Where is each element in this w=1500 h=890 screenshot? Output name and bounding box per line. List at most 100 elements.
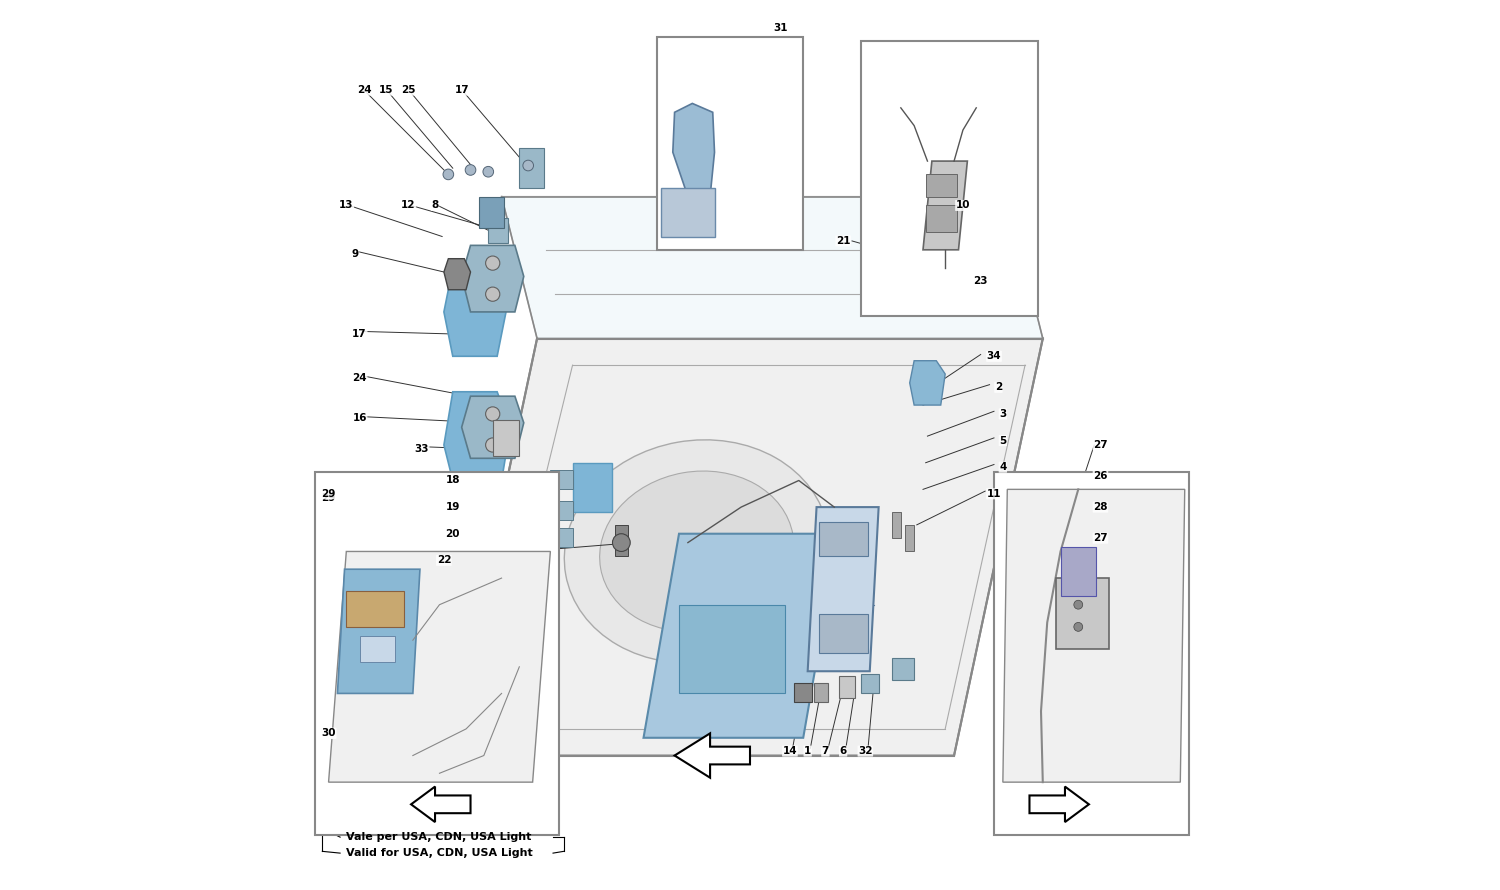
Bar <box>861 41 1038 316</box>
Text: 24: 24 <box>352 374 368 384</box>
Text: 3: 3 <box>999 409 1006 419</box>
Bar <box>1056 578 1110 649</box>
Bar <box>573 463 612 512</box>
Bar <box>926 174 957 197</box>
Polygon shape <box>909 360 945 405</box>
Text: 14: 14 <box>783 746 796 756</box>
Bar <box>489 218 508 243</box>
Text: 22: 22 <box>436 555 451 565</box>
Text: 33: 33 <box>414 444 429 455</box>
Polygon shape <box>1029 787 1089 822</box>
Text: 2: 2 <box>994 383 1002 392</box>
Bar <box>657 36 802 250</box>
Polygon shape <box>444 268 506 356</box>
Circle shape <box>486 438 500 452</box>
Text: 7: 7 <box>822 746 830 756</box>
Circle shape <box>465 165 476 175</box>
Text: 20: 20 <box>446 529 460 538</box>
Text: Vale per USA, CDN, USA Light: Vale per USA, CDN, USA Light <box>346 832 531 842</box>
Bar <box>892 512 902 538</box>
Bar <box>680 604 786 693</box>
Bar <box>615 525 627 556</box>
Circle shape <box>442 169 453 180</box>
Text: 29: 29 <box>321 493 336 503</box>
Text: 17: 17 <box>454 85 470 95</box>
Text: 5: 5 <box>999 435 1006 446</box>
Text: 19: 19 <box>446 502 460 512</box>
Bar <box>994 472 1190 836</box>
Text: 31: 31 <box>774 23 789 33</box>
Bar <box>819 522 868 556</box>
Bar <box>550 470 573 490</box>
Text: 26: 26 <box>1094 471 1107 481</box>
Bar <box>360 635 394 662</box>
Bar <box>1060 547 1096 595</box>
Text: 28: 28 <box>1094 502 1107 512</box>
Text: 1: 1 <box>804 746 812 756</box>
Text: 25: 25 <box>400 85 416 95</box>
Circle shape <box>483 166 494 177</box>
Circle shape <box>1074 622 1083 631</box>
Text: 4: 4 <box>999 462 1006 473</box>
Text: 9: 9 <box>351 249 358 259</box>
Text: 17: 17 <box>352 329 368 339</box>
Bar <box>839 676 855 698</box>
Text: 15: 15 <box>380 85 393 95</box>
Text: 21: 21 <box>836 236 850 246</box>
Bar <box>492 420 519 456</box>
Text: 10: 10 <box>956 200 970 210</box>
Polygon shape <box>674 103 714 197</box>
Bar <box>346 591 404 627</box>
Bar <box>662 188 714 237</box>
Circle shape <box>612 534 630 552</box>
Ellipse shape <box>600 471 794 632</box>
Polygon shape <box>922 161 968 250</box>
Bar <box>519 148 544 188</box>
Polygon shape <box>1004 490 1185 782</box>
Text: 16: 16 <box>352 413 368 424</box>
Text: Valid for USA, CDN, USA Light: Valid for USA, CDN, USA Light <box>346 848 532 858</box>
Text: 30: 30 <box>321 728 336 739</box>
Polygon shape <box>675 733 750 778</box>
Polygon shape <box>338 570 420 693</box>
Bar <box>861 674 879 693</box>
Bar <box>795 683 812 702</box>
Text: 11: 11 <box>987 489 1000 498</box>
Polygon shape <box>501 197 1042 338</box>
Text: 30: 30 <box>321 728 336 739</box>
Circle shape <box>486 407 500 421</box>
Text: 34: 34 <box>987 352 1002 361</box>
Bar <box>815 683 828 702</box>
Polygon shape <box>644 534 839 738</box>
Text: 29: 29 <box>321 489 336 498</box>
Circle shape <box>486 256 500 271</box>
Polygon shape <box>448 338 1042 756</box>
Text: 24: 24 <box>357 85 372 95</box>
Polygon shape <box>807 507 879 671</box>
Circle shape <box>524 160 534 171</box>
Bar <box>926 206 957 232</box>
Bar <box>315 472 560 836</box>
Circle shape <box>1074 600 1083 609</box>
Text: 27: 27 <box>1094 440 1108 450</box>
Bar <box>550 528 573 547</box>
Text: 13: 13 <box>339 200 354 210</box>
Bar <box>550 501 573 521</box>
Text: 18: 18 <box>446 475 460 485</box>
Polygon shape <box>444 392 510 481</box>
Polygon shape <box>444 259 471 290</box>
Text: 6: 6 <box>840 746 848 756</box>
Bar <box>480 197 504 228</box>
Bar <box>892 658 914 680</box>
Bar <box>906 525 914 552</box>
Text: 12: 12 <box>400 200 416 210</box>
Polygon shape <box>462 396 524 458</box>
Text: 27: 27 <box>1094 533 1108 543</box>
Polygon shape <box>411 787 471 822</box>
Polygon shape <box>462 246 524 312</box>
Bar <box>819 613 868 653</box>
Circle shape <box>486 287 500 302</box>
Text: 8: 8 <box>432 200 438 210</box>
Text: 32: 32 <box>858 746 873 756</box>
Ellipse shape <box>564 440 830 663</box>
